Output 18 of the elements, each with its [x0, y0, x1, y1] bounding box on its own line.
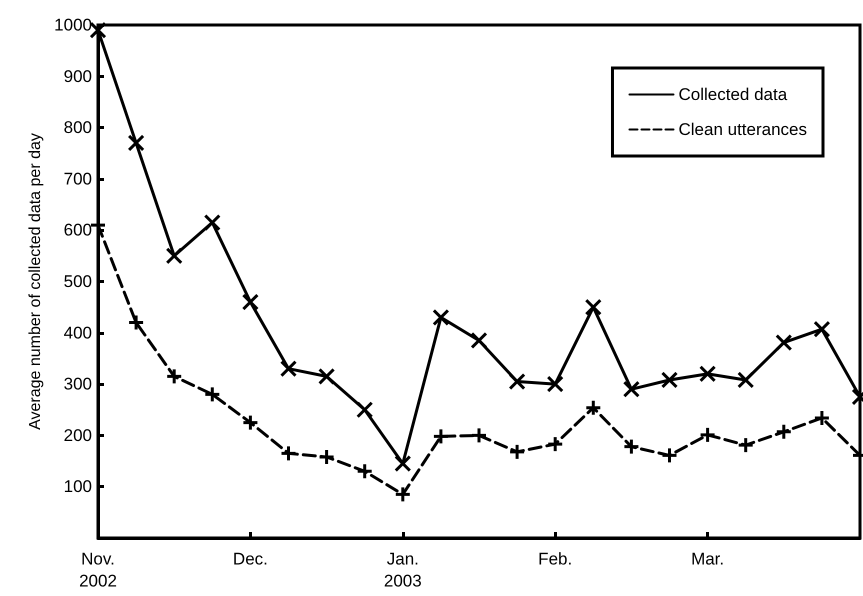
y-tick-label: 600 — [64, 220, 92, 240]
legend-label: Collected data — [678, 85, 788, 104]
y-tick-label: 300 — [64, 374, 92, 394]
y-tick-label: 200 — [64, 426, 92, 445]
y-tick-label: 700 — [64, 169, 92, 188]
legend-label: Clean utterances — [678, 120, 808, 139]
x-tick-label: Jan. 2003 — [384, 550, 422, 590]
y-tick-label: 400 — [64, 323, 92, 342]
y-tick-label: 1000 — [54, 16, 92, 34]
y-axis-title: Average number of collected data per day — [26, 133, 44, 430]
y-tick-label: 500 — [64, 272, 92, 291]
y-tick-label: 900 — [64, 66, 92, 86]
x-tick-label: Dec. — [232, 550, 268, 568]
y-tick-label: 800 — [64, 118, 92, 138]
x-tick-label: Feb. — [538, 550, 572, 568]
x-tick-label: Nov. 2002 — [79, 550, 117, 590]
x-tick-label: Mar. — [691, 550, 724, 568]
y-tick-label: 100 — [64, 477, 92, 496]
